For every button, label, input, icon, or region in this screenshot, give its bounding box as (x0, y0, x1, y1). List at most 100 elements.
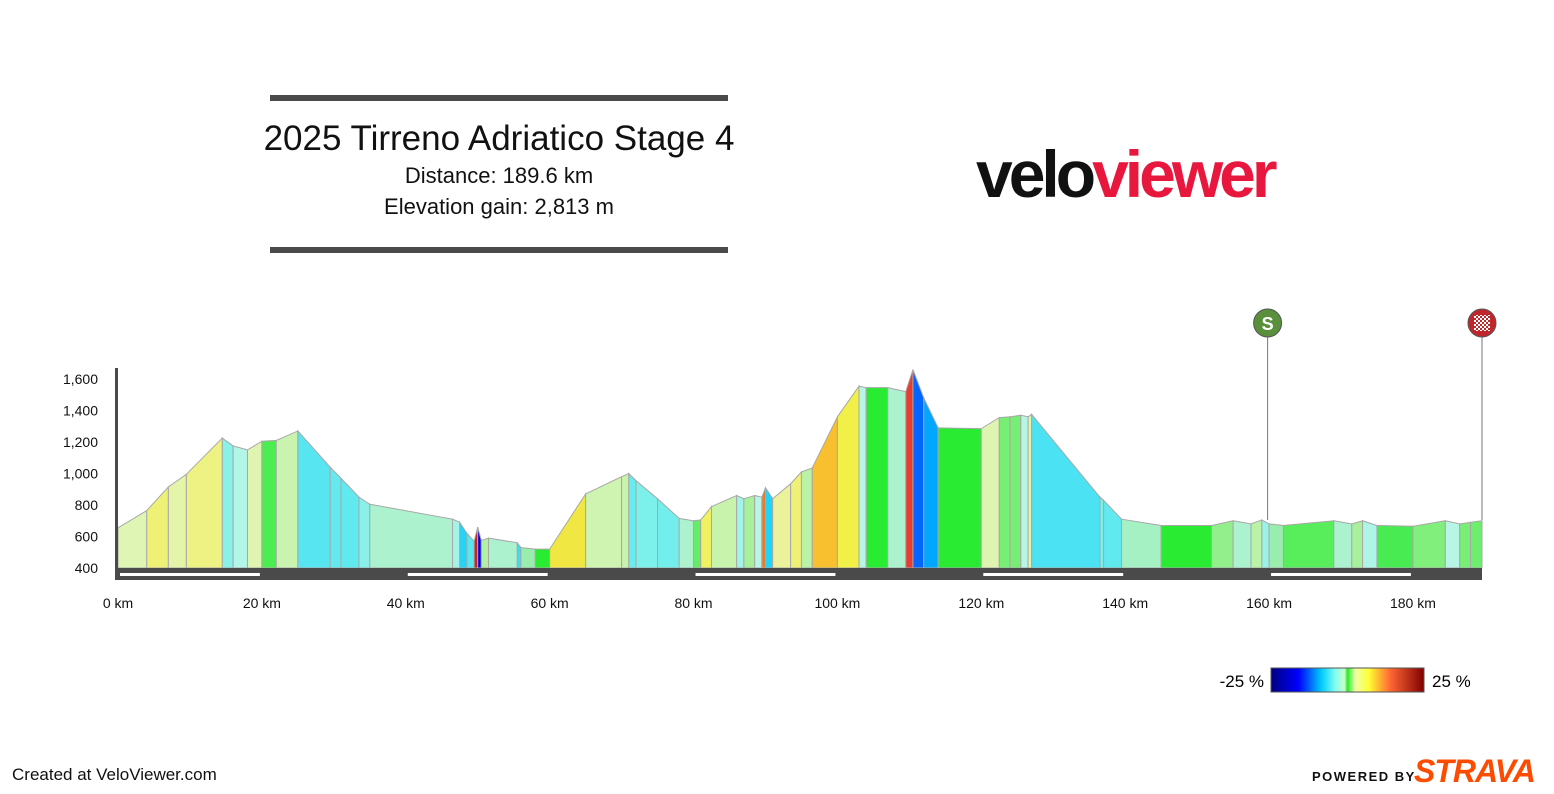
profile-segment (480, 537, 489, 569)
gradient-legend-bar (1270, 667, 1425, 693)
x-tick-label: 20 km (243, 595, 281, 611)
profile-segment (1261, 519, 1270, 569)
profile-segment (754, 494, 763, 569)
logo-viewer: viewer (1092, 137, 1277, 211)
profile-segment (912, 369, 925, 569)
x-tick-label: 60 km (531, 595, 569, 611)
profile-segment (585, 475, 623, 569)
profile-segment (275, 430, 299, 569)
profile-segment (887, 387, 907, 569)
profile-segment (520, 546, 536, 569)
profile-segment (790, 470, 802, 569)
title-block: 2025 Tirreno Adriatico Stage 4 Distance:… (249, 118, 749, 222)
y-tick-label: 400 (75, 560, 99, 576)
y-axis-line (115, 368, 118, 580)
profile-segment (167, 473, 187, 569)
y-tick-label: 1,200 (63, 434, 98, 450)
profile-segment (800, 467, 813, 569)
profile-segment (516, 541, 522, 569)
elevation-gain-text: Elevation gain: 2,813 m (384, 194, 614, 219)
profile-segment (246, 440, 263, 569)
finish-flag-icon (1474, 315, 1490, 331)
profile-segment (1009, 414, 1022, 569)
gradient-legend-max: 25 % (1432, 672, 1471, 691)
distance-stripe (695, 573, 836, 576)
profile-segment (998, 416, 1011, 569)
title-rule-top (270, 95, 728, 101)
profile-segment (1469, 520, 1483, 569)
profile-segment (1459, 521, 1471, 569)
x-tick-label: 80 km (674, 595, 712, 611)
profile-segment (700, 505, 713, 569)
distance-stripe (983, 573, 1124, 576)
profile-segment (1211, 520, 1234, 569)
profile-segment (1099, 496, 1105, 569)
profile-segment (1362, 520, 1378, 569)
profile-segment (693, 519, 702, 569)
profile-segment (477, 526, 482, 569)
profile-segment (1103, 499, 1123, 569)
profile-segment (1268, 523, 1284, 569)
profile-segment (621, 472, 630, 569)
profile-segment (836, 384, 860, 569)
y-tick-label: 1,000 (63, 466, 98, 482)
profile-segment (923, 397, 939, 569)
profile-segment (369, 503, 454, 569)
distance-stripe (407, 573, 548, 576)
sprint-marker-icon (1253, 308, 1283, 338)
sprint-marker-label: S (1262, 314, 1274, 334)
profile-segment (761, 487, 766, 569)
profile-segment (743, 494, 756, 569)
x-tick-label: 160 km (1246, 595, 1292, 611)
y-tick-label: 1,600 (63, 371, 98, 387)
profile-segment (297, 429, 331, 569)
profile-segment (1351, 520, 1364, 569)
distance-stripe (120, 573, 260, 576)
profile-segment (1333, 520, 1353, 569)
profile-segment (534, 548, 551, 569)
x-tick-label: 0 km (103, 595, 133, 611)
profile-segment (635, 479, 659, 569)
profile-segment (185, 436, 223, 569)
gradient-legend-min: -25 % (1220, 672, 1264, 691)
strava-logo: STRAVA (1414, 753, 1536, 789)
profile-segment (736, 494, 745, 569)
profile-segment (1444, 520, 1461, 569)
title-rule-bottom (270, 247, 728, 253)
y-tick-label: 600 (75, 529, 99, 545)
x-tick-label: 140 km (1102, 595, 1148, 611)
created-credit: Created at VeloViewer.com (12, 765, 217, 784)
profile-segment (117, 509, 148, 569)
x-tick-label: 180 km (1390, 595, 1436, 611)
profile-segment (1282, 520, 1335, 569)
profile-segment (937, 427, 982, 569)
distance-text: Distance: 189.6 km (404, 163, 594, 188)
profile-segment (678, 517, 695, 569)
profile-segments (117, 369, 1483, 569)
x-tick-label: 40 km (387, 595, 425, 611)
x-tick-label: 120 km (958, 595, 1004, 611)
x-tick-label: 100 km (814, 595, 860, 611)
profile-segment (772, 482, 792, 569)
axes: 0 km 20 km 40 km 60 km 80 km 100 km 120 km 140 … (63, 368, 1482, 611)
y-tick-label: 1,400 (63, 403, 98, 419)
profile-segment (232, 445, 248, 569)
profile-segment (1020, 414, 1029, 569)
profile-segment (628, 472, 637, 569)
profile-segment (858, 385, 867, 569)
profile-segment (1027, 413, 1033, 569)
profile-segment (549, 492, 587, 569)
markers: S (1253, 308, 1497, 520)
profile-segment (1031, 413, 1101, 569)
profile-segment (146, 485, 169, 569)
profile-segment (487, 537, 518, 569)
profile-segment (1121, 518, 1162, 569)
distance-stripe (1271, 573, 1411, 576)
profile-segment (811, 416, 838, 569)
profile-segment (329, 465, 342, 569)
profile-segment (358, 496, 371, 569)
profile-segment (764, 485, 774, 569)
page-title: 2025 Tirreno Adriatico Stage 4 (263, 119, 735, 158)
gradient-legend: -25 % 25 % (1220, 667, 1471, 693)
